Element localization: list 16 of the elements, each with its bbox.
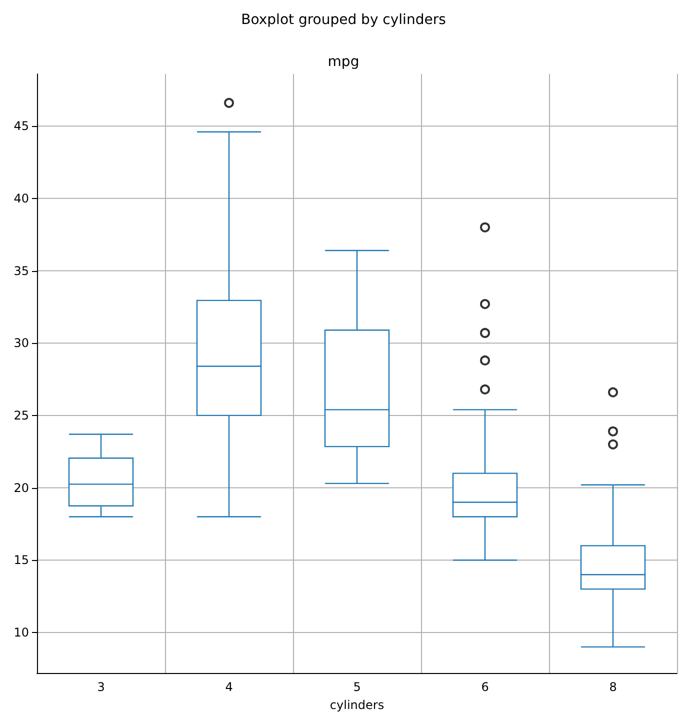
y-tick-label: 35 [14, 264, 29, 278]
x-tick-label: 5 [353, 680, 361, 694]
x-tick-label: 3 [97, 680, 105, 694]
x-axis-title: cylinders [330, 698, 384, 712]
x-tick-label: 8 [609, 680, 617, 694]
y-tick-label: 25 [14, 408, 29, 422]
y-tick-label: 40 [14, 191, 29, 206]
y-tick-label: 10 [14, 625, 29, 640]
y-tick-label: 30 [14, 336, 29, 350]
chart-subtitle: mpg [328, 54, 360, 70]
chart-title: Boxplot grouped by cylinders [241, 12, 446, 28]
y-tick-label: 20 [14, 480, 29, 495]
y-tick-label: 45 [14, 119, 29, 134]
x-tick-label: 6 [481, 680, 489, 694]
x-tick-label: 4 [225, 680, 233, 694]
y-tick-label: 15 [14, 553, 29, 568]
